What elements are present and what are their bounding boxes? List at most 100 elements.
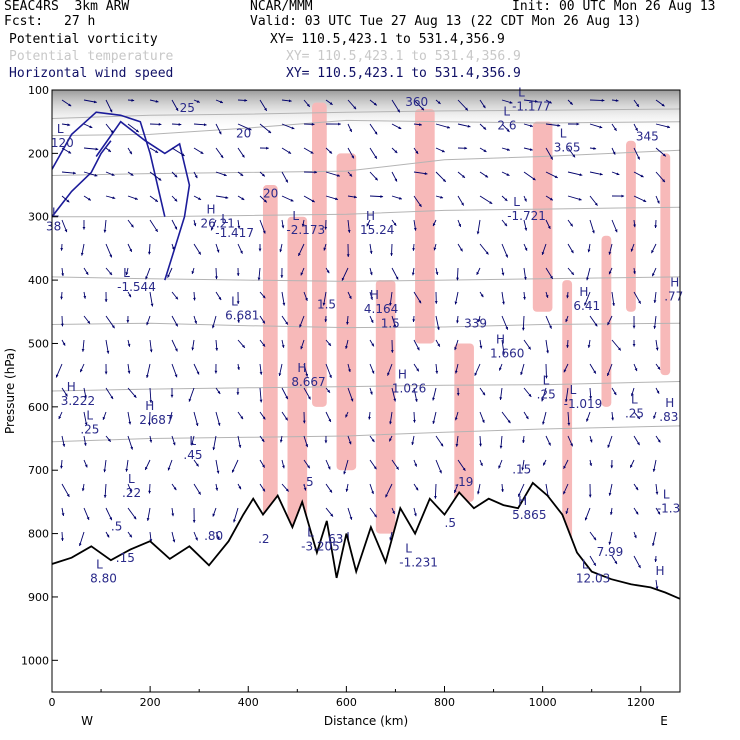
wind-vector [193, 531, 198, 541]
wind-vector [589, 387, 593, 399]
wind-vector [212, 507, 217, 517]
extremum-value: 6.41 [573, 299, 600, 313]
wind-vector [58, 411, 63, 420]
extremum-marker: H [665, 396, 674, 410]
wind-vector [347, 171, 353, 177]
wind-vector [61, 387, 68, 397]
wind-vector [103, 483, 107, 498]
wind-vector [103, 219, 107, 233]
wind-vector [127, 291, 132, 298]
wind-vector [237, 147, 245, 158]
wind-vector [412, 315, 416, 323]
wind-vector [541, 387, 547, 402]
wind-vector [171, 122, 182, 126]
wind-vector [303, 195, 315, 203]
wind-vector [611, 123, 617, 132]
wind-vector [78, 531, 85, 547]
wind-vector [521, 459, 525, 471]
wind-vector [61, 99, 72, 107]
wind-vector [193, 411, 199, 427]
extremum-marker: L [96, 557, 103, 571]
wind-vector [477, 315, 481, 323]
wind-vector [369, 339, 375, 347]
wind-vector [633, 363, 638, 372]
wind-vector [456, 387, 460, 396]
extremum-marker: H [655, 564, 664, 578]
wind-vector [369, 507, 378, 518]
wind-vector [347, 507, 353, 520]
wind-vector [125, 267, 129, 276]
wind-vector [655, 483, 659, 495]
wind-vector [60, 459, 63, 469]
wind-vector [567, 171, 583, 177]
x-tick-label: 1200 [627, 696, 655, 709]
wind-vector [479, 243, 489, 255]
wind-vector [61, 219, 68, 233]
wind-vector [258, 243, 262, 252]
wind-vector [346, 243, 350, 257]
wind-vector [105, 531, 110, 538]
wind-vector [589, 459, 593, 467]
wind-vector [127, 483, 133, 493]
wind-vector [611, 555, 618, 565]
wind-vector [237, 435, 242, 448]
wind-vector [259, 146, 269, 150]
wind-vector [633, 555, 641, 569]
wind-vector [630, 243, 635, 252]
wind-vector [60, 315, 64, 327]
wind-vector [523, 411, 529, 420]
wind-vector [589, 98, 605, 102]
wind-vector [655, 363, 661, 370]
wind-vector [347, 123, 353, 133]
wind-vector [589, 219, 595, 234]
wind-vector [60, 531, 64, 541]
wind-vector [457, 459, 466, 471]
wind-vector [191, 339, 195, 351]
extremum-marker: L [513, 195, 520, 209]
wind-vector [589, 123, 603, 129]
y-tick-label: 700 [28, 464, 49, 477]
wind-vector [369, 123, 378, 135]
wind-vector [346, 315, 349, 325]
wind-vector [457, 243, 463, 252]
extremum-marker: L [57, 122, 64, 136]
extremum-marker: L [128, 472, 135, 486]
wind-vector [188, 387, 195, 402]
wind-vector [655, 507, 661, 515]
wind-vector [171, 147, 185, 157]
wind-vector [193, 243, 202, 255]
wind-vector [545, 219, 551, 230]
wind-vector [653, 315, 657, 329]
wind-vector [281, 483, 289, 492]
wind-vector [435, 147, 445, 153]
wind-vector [501, 339, 506, 355]
wind-vector [279, 243, 283, 253]
wind-vector [501, 171, 510, 176]
extremum-value: 6.681 [225, 308, 259, 322]
extremum-value: -1.3 [657, 502, 680, 516]
wind-vector [633, 435, 640, 446]
extremum-marker: H [398, 367, 407, 381]
wind-vector [281, 387, 289, 400]
extremum-value: -2.173 [286, 223, 325, 237]
wind-vector [435, 435, 444, 447]
wind-vector [632, 315, 636, 329]
contour-label: .5 [111, 519, 122, 533]
wind-vector [191, 267, 195, 275]
wind-vector [435, 195, 444, 199]
y-tick-label: 900 [28, 591, 49, 604]
wind-vector [413, 99, 425, 111]
wind-vector [479, 459, 483, 467]
wind-vector [369, 483, 374, 495]
wind-vector [521, 315, 525, 331]
wind-vector [390, 339, 394, 353]
wind-vector [584, 291, 591, 306]
wind-vector [545, 99, 552, 104]
wind-vector [127, 219, 134, 228]
wind-vector [413, 123, 422, 127]
wind-vector [501, 291, 505, 305]
y-tick-label: 200 [28, 147, 49, 160]
wind-vector [303, 435, 309, 448]
wind-vector [587, 339, 591, 348]
wind-vector [215, 195, 229, 199]
